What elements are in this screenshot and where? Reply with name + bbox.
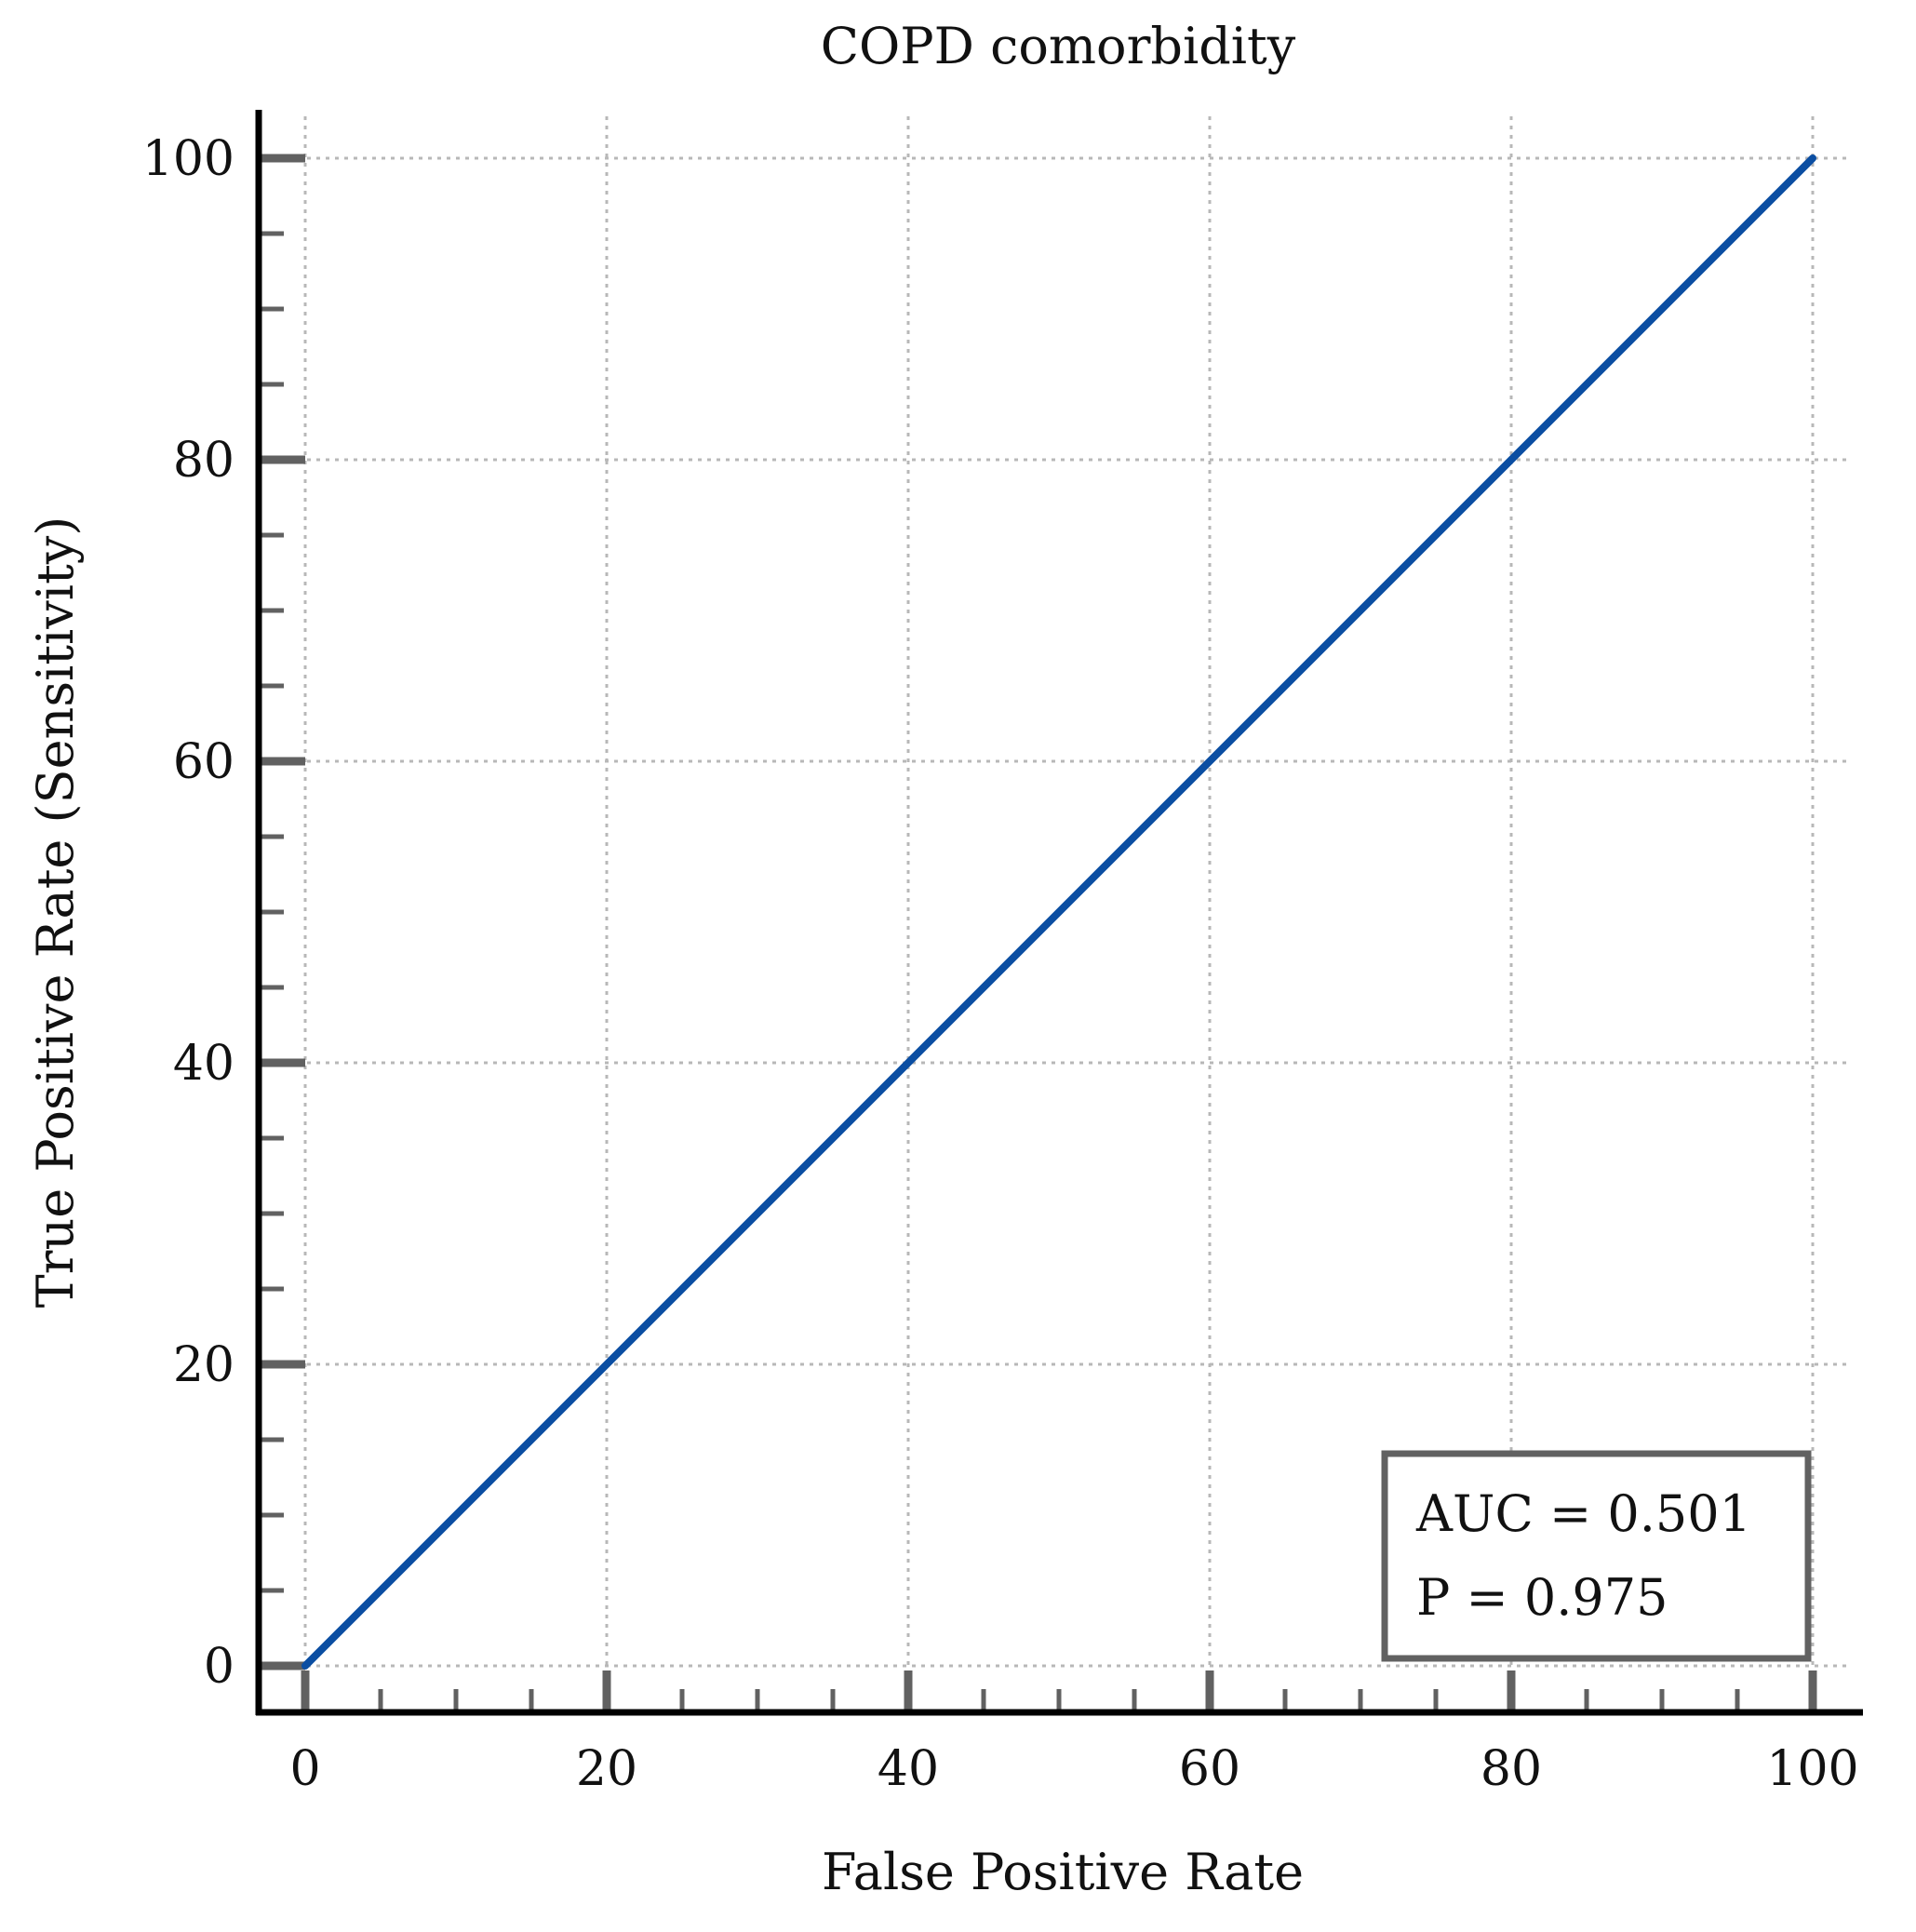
y-tick-label-80: 80 [173, 433, 234, 489]
x-tick-label-0: 0 [289, 1741, 320, 1797]
y-tick-label-20: 20 [173, 1337, 234, 1393]
x-tick-label-80: 80 [1481, 1741, 1542, 1797]
annotation-frame [1381, 1450, 1812, 1662]
y-axis-title: True Positive Rate (Sensitivity) [26, 517, 85, 1308]
y-tick-label-0: 0 [204, 1639, 234, 1695]
x-tick-label-100: 100 [1766, 1741, 1858, 1797]
chart-title: COPD comorbidity [821, 17, 1296, 75]
x-tick-label-20: 20 [576, 1741, 637, 1797]
y-tick-label-40: 40 [173, 1036, 234, 1092]
auc-value-label: AUC = 0.501 [1415, 1484, 1751, 1543]
tick-labels: 0 20 40 60 80 100 0 20 40 60 80 100 [142, 131, 1859, 1797]
axis-ticks [261, 154, 1817, 1711]
x-tick-label-40: 40 [878, 1741, 939, 1797]
auc-annotation-box: AUC = 0.501 P = 0.975 [1381, 1450, 1812, 1662]
x-tick-label-60: 60 [1179, 1741, 1240, 1797]
series-line-0 [301, 154, 1816, 1670]
x-axis-title: False Positive Rate [822, 1843, 1304, 1901]
p-value-label: P = 0.975 [1416, 1568, 1668, 1627]
y-tick-label-100: 100 [142, 131, 234, 187]
y-tick-label-60: 60 [173, 734, 234, 790]
series-group [301, 154, 1816, 1670]
